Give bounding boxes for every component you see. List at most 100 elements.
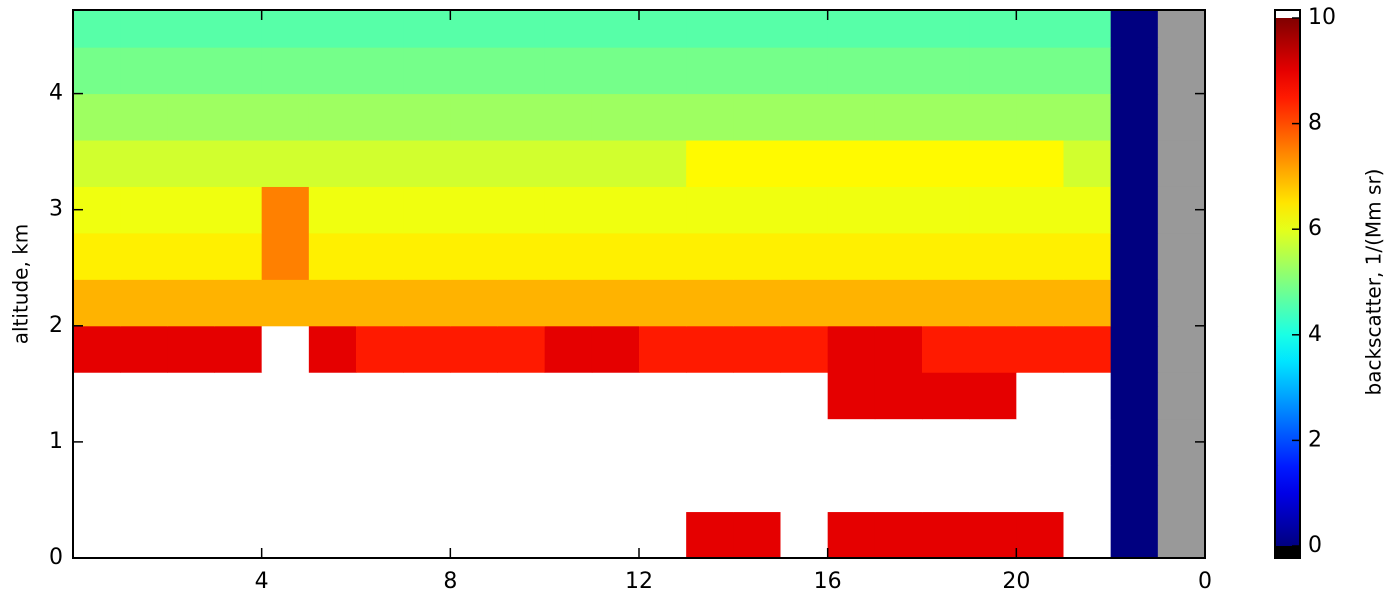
cell xyxy=(1016,325,1064,373)
cell xyxy=(639,279,687,327)
cell xyxy=(167,279,215,327)
colorbar-over xyxy=(1275,10,1300,18)
cell xyxy=(969,47,1017,95)
cell xyxy=(1063,325,1112,373)
cell xyxy=(497,140,546,187)
cell xyxy=(686,10,734,48)
cell xyxy=(639,325,687,373)
cell xyxy=(544,372,593,420)
cell xyxy=(450,93,498,141)
cell xyxy=(1063,10,1112,48)
cell xyxy=(73,372,121,420)
cell xyxy=(356,465,404,513)
cell xyxy=(1110,47,1159,95)
cell xyxy=(73,47,121,95)
cell xyxy=(261,465,310,513)
cell xyxy=(591,10,640,48)
cell xyxy=(73,232,121,280)
cell xyxy=(497,372,546,420)
cell xyxy=(356,140,404,187)
cell xyxy=(1063,47,1112,95)
cell xyxy=(591,418,640,466)
cell xyxy=(639,418,687,466)
cell xyxy=(827,186,876,234)
cell xyxy=(780,232,829,280)
cell xyxy=(308,418,357,466)
cell xyxy=(544,418,593,466)
cell xyxy=(403,465,451,513)
cell xyxy=(639,186,687,234)
cell xyxy=(1157,47,1206,95)
cell xyxy=(214,511,263,559)
cell xyxy=(450,232,498,280)
cell xyxy=(214,186,263,234)
cell xyxy=(780,93,829,141)
cell xyxy=(639,47,687,95)
cell xyxy=(591,465,640,513)
cell xyxy=(780,140,829,187)
cell xyxy=(1157,232,1206,280)
cell xyxy=(1157,325,1206,373)
cell xyxy=(1157,93,1206,141)
cell xyxy=(308,47,357,95)
colorbar-frame xyxy=(1274,9,1301,559)
cell xyxy=(1063,418,1112,466)
cell xyxy=(686,465,734,513)
cell xyxy=(544,47,593,95)
cell xyxy=(874,140,923,187)
cell xyxy=(261,140,310,187)
cell xyxy=(922,372,970,420)
cell xyxy=(356,47,404,95)
colorbar-label: backscatter, 1/(Mm sr) xyxy=(1362,169,1386,396)
cell xyxy=(874,465,923,513)
cell xyxy=(403,372,451,420)
cell xyxy=(1016,186,1064,234)
cell xyxy=(214,279,263,327)
cell xyxy=(308,465,357,513)
cell xyxy=(1110,93,1159,141)
cell xyxy=(308,232,357,280)
cell xyxy=(1063,511,1112,559)
cell xyxy=(120,511,168,559)
cell xyxy=(922,47,970,95)
cell xyxy=(1110,232,1159,280)
cell xyxy=(1016,232,1064,280)
cell xyxy=(497,47,546,95)
cell xyxy=(1016,47,1064,95)
cell xyxy=(120,279,168,327)
cell xyxy=(167,186,215,234)
cell xyxy=(261,10,310,48)
cell xyxy=(591,325,640,373)
cell xyxy=(733,372,781,420)
cell xyxy=(1157,10,1206,48)
x-tick-label: 8 xyxy=(443,569,457,594)
cell xyxy=(1063,186,1112,234)
cell xyxy=(261,232,310,280)
cell xyxy=(922,279,970,327)
cell xyxy=(261,279,310,327)
cell xyxy=(450,465,498,513)
cell xyxy=(261,325,310,373)
cell xyxy=(922,511,970,559)
cell xyxy=(874,10,923,48)
cell xyxy=(733,465,781,513)
cell xyxy=(874,372,923,420)
colorbar-tick-label: 6 xyxy=(1308,216,1322,241)
cell xyxy=(1157,140,1206,187)
cell xyxy=(1157,372,1206,420)
cell xyxy=(1063,372,1112,420)
cell xyxy=(497,418,546,466)
colorbar-under xyxy=(1275,546,1300,558)
cell xyxy=(1063,232,1112,280)
cell xyxy=(686,232,734,280)
cell xyxy=(639,93,687,141)
y-tick-label: 3 xyxy=(49,197,63,222)
cell xyxy=(450,47,498,95)
cell xyxy=(120,418,168,466)
cell xyxy=(403,232,451,280)
cell xyxy=(827,10,876,48)
cell xyxy=(544,140,593,187)
cell xyxy=(922,10,970,48)
y-axis-label: altitude, km xyxy=(9,224,33,345)
cell xyxy=(356,232,404,280)
